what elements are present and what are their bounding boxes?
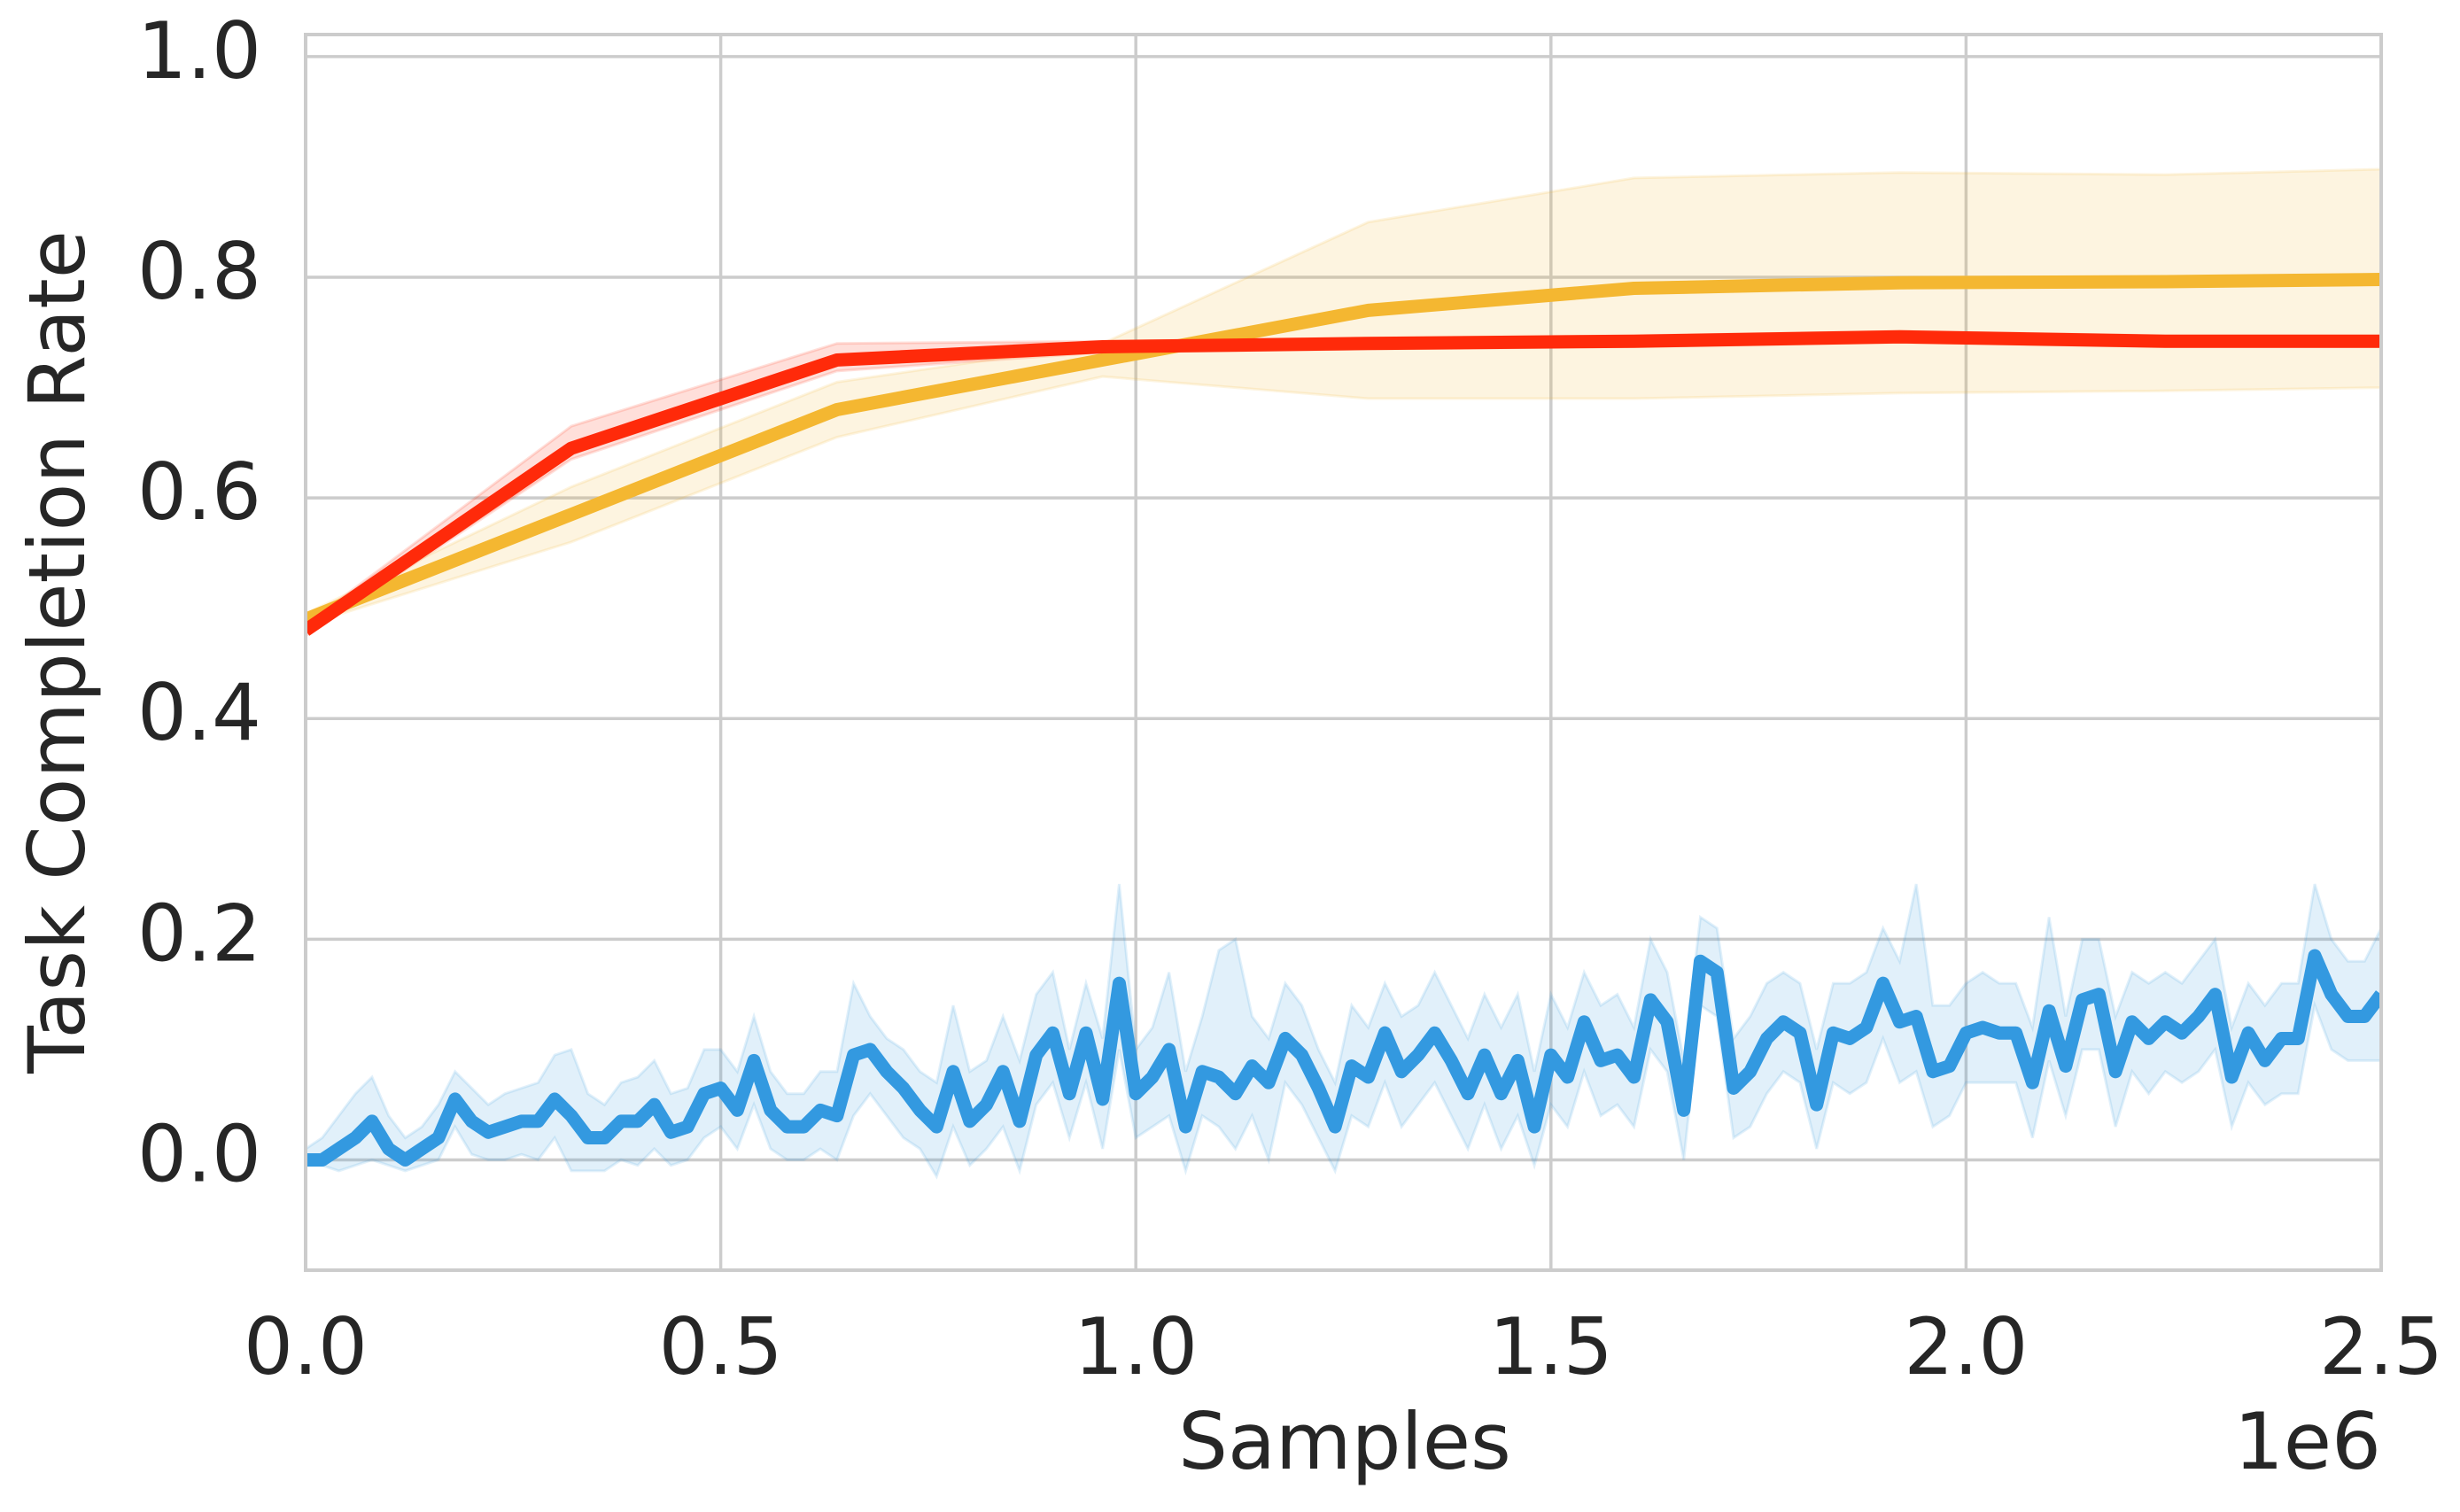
- x-tick-label: 1.0: [1074, 1301, 1198, 1392]
- x-tick-label: 2.5: [2319, 1301, 2443, 1392]
- y-tick-label: 1.0: [137, 5, 261, 97]
- line: [306, 273, 2381, 626]
- x-offset-label: 1e6: [2234, 1396, 2381, 1487]
- x-tick-label: 1.5: [1489, 1301, 1613, 1392]
- y-tick-label: 0.0: [137, 1108, 261, 1199]
- x-tick-label: 0.0: [244, 1301, 368, 1392]
- confidence-band: [306, 883, 2381, 1180]
- y-tick-label: 0.4: [137, 667, 261, 758]
- x-tick-label: 0.5: [659, 1301, 783, 1392]
- line: [306, 949, 2381, 1167]
- confidence-band: [306, 167, 2381, 626]
- plot-area: [306, 35, 2381, 1270]
- x-axis-label: Samples: [1178, 1396, 1511, 1487]
- y-axis-label: Task Completion Rate: [12, 230, 103, 1074]
- line: [306, 330, 2381, 636]
- y-tick-label: 0.2: [137, 888, 261, 979]
- x-tick-label: 2.0: [1904, 1301, 2028, 1392]
- axes-frame: [304, 33, 2383, 1272]
- y-tick-label: 0.8: [137, 226, 261, 317]
- y-tick-label: 0.6: [137, 446, 261, 538]
